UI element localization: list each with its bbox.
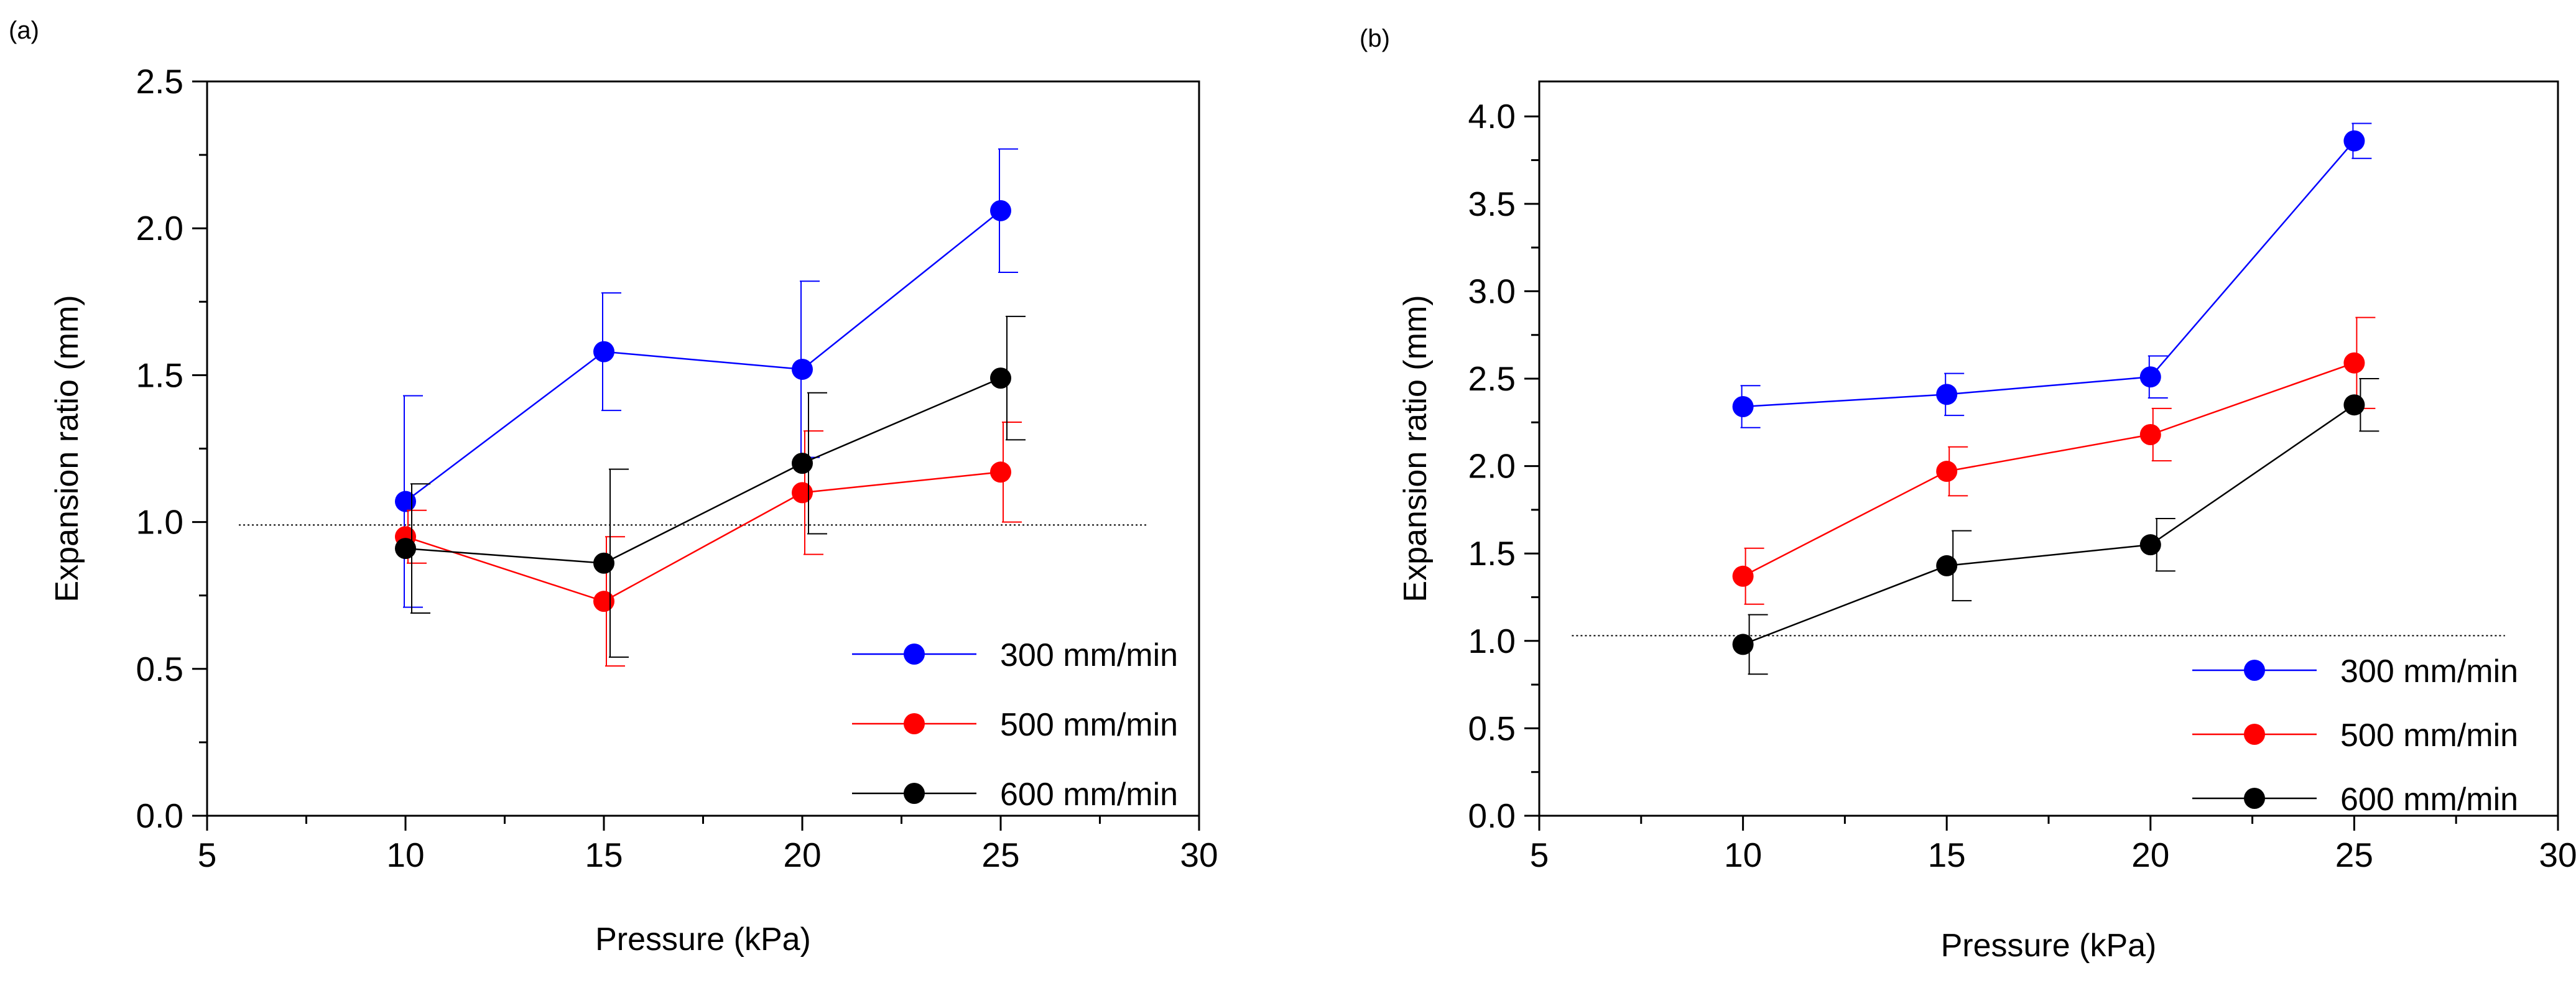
x-tick-label: 30 (2539, 836, 2576, 874)
data-point (2343, 130, 2365, 152)
plot-frame (1538, 80, 2559, 817)
data-point (2139, 534, 2161, 556)
data-point (1936, 555, 1958, 576)
data-point (990, 461, 1011, 483)
plot-frame (206, 80, 1200, 817)
y-tick-label: 1.0 (1468, 622, 1516, 660)
legend-label: 300 mm/min (1000, 637, 1178, 673)
series-line (405, 377, 1001, 565)
x-tick-label: 15 (585, 836, 623, 874)
series-line (405, 210, 1001, 502)
legend-label: 600 mm/min (1000, 777, 1178, 813)
x-tick-label: 5 (198, 836, 217, 874)
x-tick-label: 15 (1928, 836, 1966, 874)
legend-label: 300 mm/min (2340, 653, 2518, 690)
data-point (1936, 461, 1958, 482)
legend-marker (904, 783, 925, 804)
legend-marker (2244, 660, 2265, 681)
x-tick-label: 25 (2335, 836, 2373, 874)
data-point (593, 552, 614, 574)
data-point (1936, 384, 1958, 405)
data-point (2139, 366, 2161, 388)
y-tick-label: 0.0 (1468, 796, 1516, 835)
x-tick-label: 5 (1530, 836, 1549, 874)
data-point (1732, 634, 1754, 655)
legend-marker (904, 713, 925, 734)
y-tick-label: 0.5 (1468, 709, 1516, 747)
data-point (395, 491, 416, 512)
legend-label: 500 mm/min (2340, 718, 2518, 754)
series-line (1743, 404, 2355, 645)
panel-label: (a) (9, 17, 39, 44)
y-tick-label: 3.5 (1468, 185, 1516, 223)
data-point (990, 200, 1011, 221)
data-point (2343, 352, 2365, 374)
x-tick-label: 30 (1180, 836, 1218, 874)
series-600 (395, 315, 1026, 658)
data-point (2139, 424, 2161, 446)
legend-marker (904, 644, 925, 665)
legend-label: 500 mm/min (1000, 707, 1178, 743)
x-tick-label: 20 (783, 836, 821, 874)
y-axis-label: Expansion ratio (mm) (1397, 295, 1434, 602)
legend-marker (2244, 724, 2265, 745)
y-tick-label: 1.0 (136, 503, 183, 542)
data-point (395, 538, 416, 560)
y-tick-label: 2.0 (136, 209, 183, 247)
series-300 (395, 148, 1018, 608)
data-point (792, 482, 813, 504)
y-axis-label: Expansion ratio (mm) (49, 295, 85, 602)
chart-panel-a: (a) 0.0 0.5 1.0 1.5 2.0 2.5 5 10 15 20 25 30 Pressure… (9, 17, 1218, 958)
series-300 (1732, 122, 2372, 428)
x-tick-label: 10 (386, 836, 424, 874)
data-point (792, 358, 813, 380)
series-line (1743, 362, 2355, 577)
y-tick-label: 2.5 (136, 62, 183, 101)
x-tick-label: 25 (981, 836, 1019, 874)
series-600 (1732, 378, 2379, 675)
x-axis-label: Pressure (kPa) (1941, 928, 2157, 964)
x-tick-label: 20 (2131, 836, 2169, 874)
series-500 (1732, 316, 2376, 605)
y-tick-label: 1.5 (136, 356, 183, 394)
series-line (405, 471, 1001, 602)
y-tick-label: 3.0 (1468, 272, 1516, 310)
data-point (593, 341, 614, 362)
data-point (1732, 396, 1754, 418)
legend-marker (2244, 788, 2265, 809)
data-point (1732, 565, 1754, 587)
data-point (2343, 394, 2365, 416)
x-axis-label: Pressure (kPa) (595, 921, 811, 958)
y-tick-label: 2.5 (1468, 359, 1516, 398)
chart-panel-b: (b) 0.0 0.5 1.0 1.5 2.0 2.5 3.0 3.5 4.0 5 10 15 20 25 3… (1360, 25, 2576, 964)
series-line (1743, 140, 2355, 408)
data-point (990, 367, 1011, 389)
series-500 (395, 421, 1022, 667)
x-tick-label: 10 (1724, 836, 1762, 874)
panel-label: (b) (1360, 25, 1390, 52)
y-tick-label: 1.5 (1468, 534, 1516, 573)
y-tick-label: 4.0 (1468, 97, 1516, 136)
legend-label: 600 mm/min (2340, 782, 2518, 818)
y-tick-label: 0.0 (136, 796, 183, 835)
data-point (792, 453, 813, 474)
y-tick-label: 0.5 (136, 650, 183, 688)
y-tick-label: 2.0 (1468, 447, 1516, 486)
data-point (593, 591, 614, 612)
